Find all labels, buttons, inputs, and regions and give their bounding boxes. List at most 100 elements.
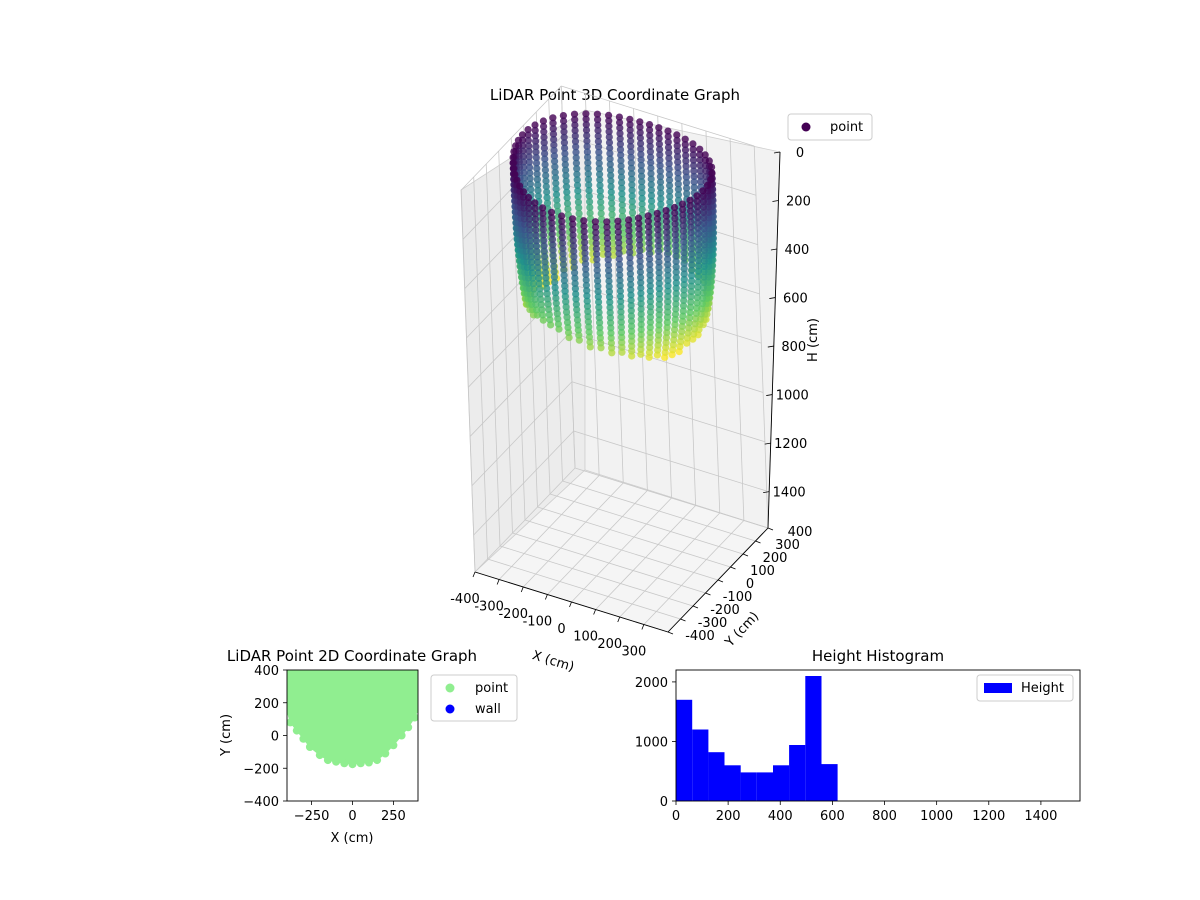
data-point-3d bbox=[604, 245, 612, 253]
data-point-3d bbox=[609, 251, 618, 259]
ticks-2d: −250 0 250 400 200 0 −200 −400 bbox=[243, 664, 406, 824]
data-point-3d bbox=[685, 319, 693, 327]
data-point-3d bbox=[689, 140, 697, 148]
data-point-3d bbox=[635, 236, 644, 244]
data-point-3d bbox=[682, 179, 691, 187]
data-point-2d bbox=[373, 756, 382, 765]
data-point-3d bbox=[637, 289, 645, 297]
data-point-3d bbox=[665, 176, 674, 184]
z-tick-label-3d: 1000 bbox=[776, 389, 809, 404]
data-point-3d bbox=[687, 287, 695, 296]
y-tick-label-3d: 300 bbox=[775, 538, 800, 553]
x-tick-3d bbox=[569, 601, 572, 608]
data-point-3d bbox=[671, 231, 680, 239]
data-point-3d bbox=[540, 231, 548, 239]
data-point-3d bbox=[671, 321, 679, 329]
data-point-3d bbox=[708, 163, 716, 171]
data-point-3d bbox=[636, 123, 644, 131]
data-point-3d bbox=[655, 247, 663, 255]
y-tick-label-2d: 200 bbox=[254, 697, 279, 712]
data-point-3d bbox=[592, 239, 600, 247]
data-point-3d bbox=[516, 182, 524, 190]
data-point-3d bbox=[628, 203, 637, 211]
data-point-3d bbox=[560, 133, 568, 141]
data-point-3d bbox=[617, 157, 625, 165]
y-tick-3d bbox=[742, 553, 749, 557]
data-point-3d bbox=[646, 271, 654, 279]
z-tick-label-3d: 800 bbox=[781, 340, 806, 355]
data-point-3d bbox=[531, 121, 539, 129]
data-point-3d bbox=[655, 263, 663, 271]
data-point-3d bbox=[533, 306, 541, 314]
data-point-3d bbox=[531, 199, 539, 207]
data-point-3d bbox=[694, 230, 702, 238]
data-point-3d bbox=[584, 170, 592, 178]
data-point-3d bbox=[673, 153, 682, 161]
data-point-3d bbox=[680, 275, 688, 283]
z-tick-3d bbox=[766, 394, 773, 396]
data-point-3d bbox=[532, 153, 540, 162]
y-tick-label-3d: -400 bbox=[685, 629, 715, 644]
data-point-3d bbox=[592, 228, 600, 237]
y-tick-label-3d: 200 bbox=[763, 551, 788, 566]
data-point-3d bbox=[584, 164, 592, 172]
data-point-3d bbox=[532, 159, 541, 167]
data-point-3d bbox=[608, 205, 616, 213]
data-point-3d bbox=[549, 246, 557, 254]
data-point-3d bbox=[527, 185, 535, 194]
data-point-3d bbox=[637, 340, 645, 349]
data-point-3d bbox=[637, 150, 645, 158]
data-point-3d bbox=[644, 212, 652, 220]
data-point-3d bbox=[627, 301, 635, 310]
data-point-3d bbox=[563, 188, 571, 196]
legend-label-point-3d: point bbox=[830, 120, 863, 135]
data-point-3d bbox=[655, 326, 663, 334]
data-point-3d bbox=[582, 115, 590, 123]
data-point-3d bbox=[618, 348, 626, 356]
data-point-3d bbox=[657, 195, 665, 203]
data-point-3d bbox=[688, 277, 696, 285]
data-point-3d bbox=[571, 269, 579, 277]
data-point-3d bbox=[680, 286, 688, 294]
plot-3d: LiDAR Point 3D Coordinate Graph -400-300… bbox=[450, 85, 873, 675]
x-tick-label-3d: -100 bbox=[523, 615, 553, 630]
x-tick-3d bbox=[641, 624, 645, 630]
data-point-3d bbox=[594, 293, 602, 301]
data-point-3d bbox=[608, 216, 616, 224]
data-point-3d bbox=[552, 299, 560, 307]
data-point-3d bbox=[690, 172, 698, 181]
data-point-3d bbox=[655, 258, 663, 266]
grid-line bbox=[574, 467, 769, 529]
grid-line bbox=[487, 558, 681, 620]
data-point-3d bbox=[546, 316, 554, 324]
data-point-3d bbox=[672, 247, 680, 255]
data-point-3d bbox=[656, 167, 664, 175]
y-tick-label-histogram: 2000 bbox=[635, 676, 668, 691]
data-point-3d bbox=[582, 126, 591, 134]
data-point-3d bbox=[637, 335, 645, 344]
data-point-3d bbox=[655, 311, 663, 319]
data-point-3d bbox=[570, 110, 579, 118]
legend-label-wall-2d: wall bbox=[475, 702, 501, 717]
data-point-3d bbox=[605, 122, 613, 130]
data-point-3d bbox=[525, 158, 533, 166]
data-point-3d bbox=[646, 255, 654, 263]
data-point-3d bbox=[584, 153, 592, 161]
data-point-3d bbox=[627, 148, 635, 156]
data-point-3d bbox=[561, 150, 569, 158]
data-point-3d bbox=[543, 290, 551, 298]
data-point-3d bbox=[595, 298, 603, 306]
data-point-2d bbox=[332, 757, 341, 766]
data-point-3d bbox=[595, 308, 603, 316]
legend-marker-wall-2d bbox=[445, 704, 455, 714]
x-tick-label-3d: 100 bbox=[573, 630, 598, 645]
data-point-3d bbox=[616, 282, 624, 290]
x-tick-3d bbox=[496, 579, 500, 585]
data-point-3d bbox=[551, 163, 559, 171]
data-point-3d bbox=[626, 115, 634, 123]
data-point-3d bbox=[656, 156, 664, 164]
y-tick-3d bbox=[705, 592, 711, 596]
data-point-3d bbox=[628, 209, 637, 217]
data-point-3d bbox=[700, 246, 709, 254]
data-point-3d bbox=[606, 298, 614, 306]
